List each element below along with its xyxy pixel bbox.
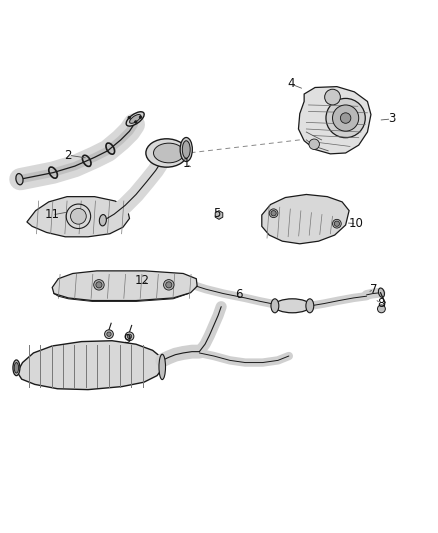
Ellipse shape — [271, 299, 279, 313]
Polygon shape — [52, 271, 197, 301]
Circle shape — [309, 139, 319, 149]
Text: 6: 6 — [235, 288, 242, 301]
Circle shape — [94, 280, 104, 290]
Circle shape — [332, 105, 359, 131]
Polygon shape — [27, 197, 130, 237]
Text: 12: 12 — [135, 274, 150, 287]
Circle shape — [107, 332, 111, 336]
Text: 5: 5 — [213, 207, 220, 220]
Circle shape — [271, 211, 276, 216]
Text: 7: 7 — [370, 282, 378, 296]
Circle shape — [127, 334, 132, 338]
Ellipse shape — [275, 299, 310, 313]
Circle shape — [105, 330, 113, 338]
Text: 1: 1 — [183, 157, 190, 171]
Circle shape — [340, 113, 351, 123]
Circle shape — [134, 120, 137, 123]
Text: 3: 3 — [388, 112, 395, 125]
Ellipse shape — [182, 141, 190, 158]
Circle shape — [325, 89, 340, 105]
Circle shape — [166, 282, 172, 288]
Circle shape — [334, 221, 339, 227]
Circle shape — [128, 116, 131, 119]
Ellipse shape — [99, 215, 106, 226]
Polygon shape — [262, 195, 349, 244]
Text: 2: 2 — [65, 149, 72, 161]
Circle shape — [326, 99, 365, 138]
Circle shape — [125, 332, 134, 341]
Text: 11: 11 — [45, 208, 60, 222]
Polygon shape — [298, 87, 371, 154]
Circle shape — [96, 282, 102, 288]
Ellipse shape — [146, 139, 187, 167]
Circle shape — [269, 209, 278, 217]
Polygon shape — [215, 211, 223, 220]
Circle shape — [163, 280, 174, 290]
Circle shape — [71, 208, 86, 224]
Ellipse shape — [13, 360, 20, 376]
Ellipse shape — [130, 115, 141, 123]
Text: 8: 8 — [377, 297, 384, 310]
Circle shape — [139, 116, 142, 118]
Polygon shape — [17, 341, 163, 390]
Circle shape — [332, 220, 341, 228]
Ellipse shape — [14, 362, 18, 373]
Ellipse shape — [180, 138, 192, 161]
Text: 9: 9 — [124, 333, 131, 346]
Text: 4: 4 — [287, 77, 295, 91]
Ellipse shape — [16, 174, 23, 185]
Ellipse shape — [153, 143, 184, 163]
Ellipse shape — [378, 288, 385, 297]
Text: 10: 10 — [349, 217, 364, 230]
Ellipse shape — [126, 112, 144, 126]
Ellipse shape — [159, 354, 166, 379]
Ellipse shape — [306, 299, 314, 313]
Circle shape — [378, 305, 385, 313]
